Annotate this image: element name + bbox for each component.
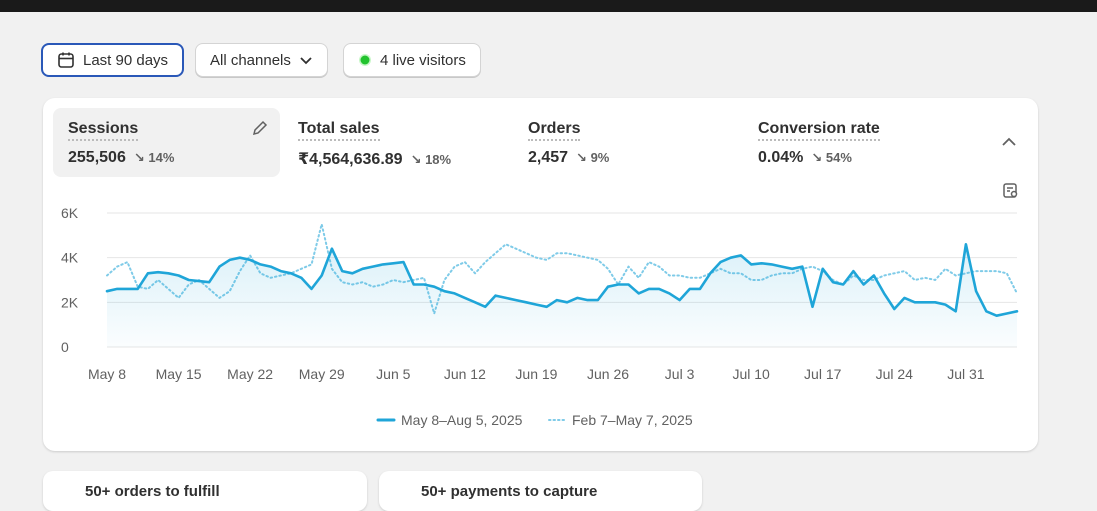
x-tick-label: May 29 <box>299 366 345 382</box>
top-bar <box>0 0 1097 12</box>
y-tick-label: 0 <box>61 339 69 355</box>
x-tick-label: Jun 26 <box>587 366 629 382</box>
metric-change: ↘ 14% <box>133 150 175 165</box>
metric-change-value: 14% <box>148 150 175 165</box>
legend-label: May 8–Aug 5, 2025 <box>401 412 523 428</box>
metric-change: ↘ 9% <box>576 150 610 165</box>
metric-change: ↘ 18% <box>410 152 452 167</box>
y-tick-label: 4K <box>61 250 79 266</box>
live-dot <box>359 54 371 66</box>
x-tick-label: Jun 19 <box>515 366 557 382</box>
x-tick-label: Jun 12 <box>444 366 486 382</box>
channels-label: All channels <box>210 51 291 69</box>
metric-value: ₹4,564,636.89 <box>298 151 403 168</box>
metric-change-value: 9% <box>590 150 610 165</box>
x-tick-label: May 15 <box>156 366 202 382</box>
todo-card-label: 50+ orders to fulfill <box>85 483 220 500</box>
metric-name: Orders <box>528 120 581 141</box>
metric-tile[interactable]: Total sales ₹4,564,636.89 ↘ 18% <box>283 108 510 177</box>
metric-value: 255,506 <box>68 149 126 166</box>
live-visitors-label: 4 live visitors <box>380 51 466 69</box>
chart: 0 2K 4K 6K May 8 May 15 May 22 May 29 Jun 5 Jun 1… <box>61 205 1019 428</box>
chevron-down-icon <box>300 57 312 65</box>
series-line <box>106 223 1018 315</box>
x-tick-label: Jul 3 <box>665 366 695 382</box>
metric-tile[interactable]: Sessions 255,506 ↘ 14% <box>53 108 280 177</box>
x-tick-label: Jul 17 <box>804 366 842 382</box>
x-tick-label: Jul 24 <box>876 366 914 382</box>
channels-button[interactable]: All channels <box>195 43 328 77</box>
metric-value: 0.04% <box>758 149 804 166</box>
metric-change-value: 18% <box>425 152 452 167</box>
metric-tile[interactable]: Conversion rate 0.04% ↘ 54% <box>743 108 970 177</box>
metric-tile[interactable]: Orders 2,457 ↘ 9% <box>513 108 740 177</box>
chart-options-icon[interactable] <box>1002 182 1020 200</box>
live-visitors-button[interactable]: 4 live visitors <box>343 43 481 77</box>
metric-name: Total sales <box>298 120 380 141</box>
series-area <box>107 244 1017 347</box>
x-tick-label: Jul 31 <box>947 366 985 382</box>
y-tick-label: 6K <box>61 205 79 221</box>
date-range-button[interactable]: Last 90 days <box>41 43 185 77</box>
metric-value: 2,457 <box>528 149 569 166</box>
calendar-icon <box>58 52 74 68</box>
x-tick-label: May 8 <box>88 366 126 382</box>
todo-card[interactable]: 50+ payments to capture <box>379 471 702 511</box>
y-tick-label: 2K <box>61 294 79 310</box>
date-range-label: Last 90 days <box>83 51 169 69</box>
x-tick-label: May 22 <box>227 366 273 382</box>
series-line <box>105 243 1019 317</box>
metric-name: Sessions <box>68 120 139 141</box>
todo-card-label: 50+ payments to capture <box>421 483 598 500</box>
metric-change-value: 54% <box>825 150 852 165</box>
x-tick-label: Jun 5 <box>376 366 410 382</box>
legend-label: Feb 7–May 7, 2025 <box>572 412 693 428</box>
edit-icon[interactable] <box>251 119 269 137</box>
metric-name: Conversion rate <box>758 120 880 141</box>
collapse-icon[interactable] <box>1001 135 1017 149</box>
todo-card[interactable]: 50+ orders to fulfill <box>43 471 367 511</box>
x-tick-label: Jul 10 <box>732 366 770 382</box>
metric-change: ↘ 54% <box>811 150 852 165</box>
